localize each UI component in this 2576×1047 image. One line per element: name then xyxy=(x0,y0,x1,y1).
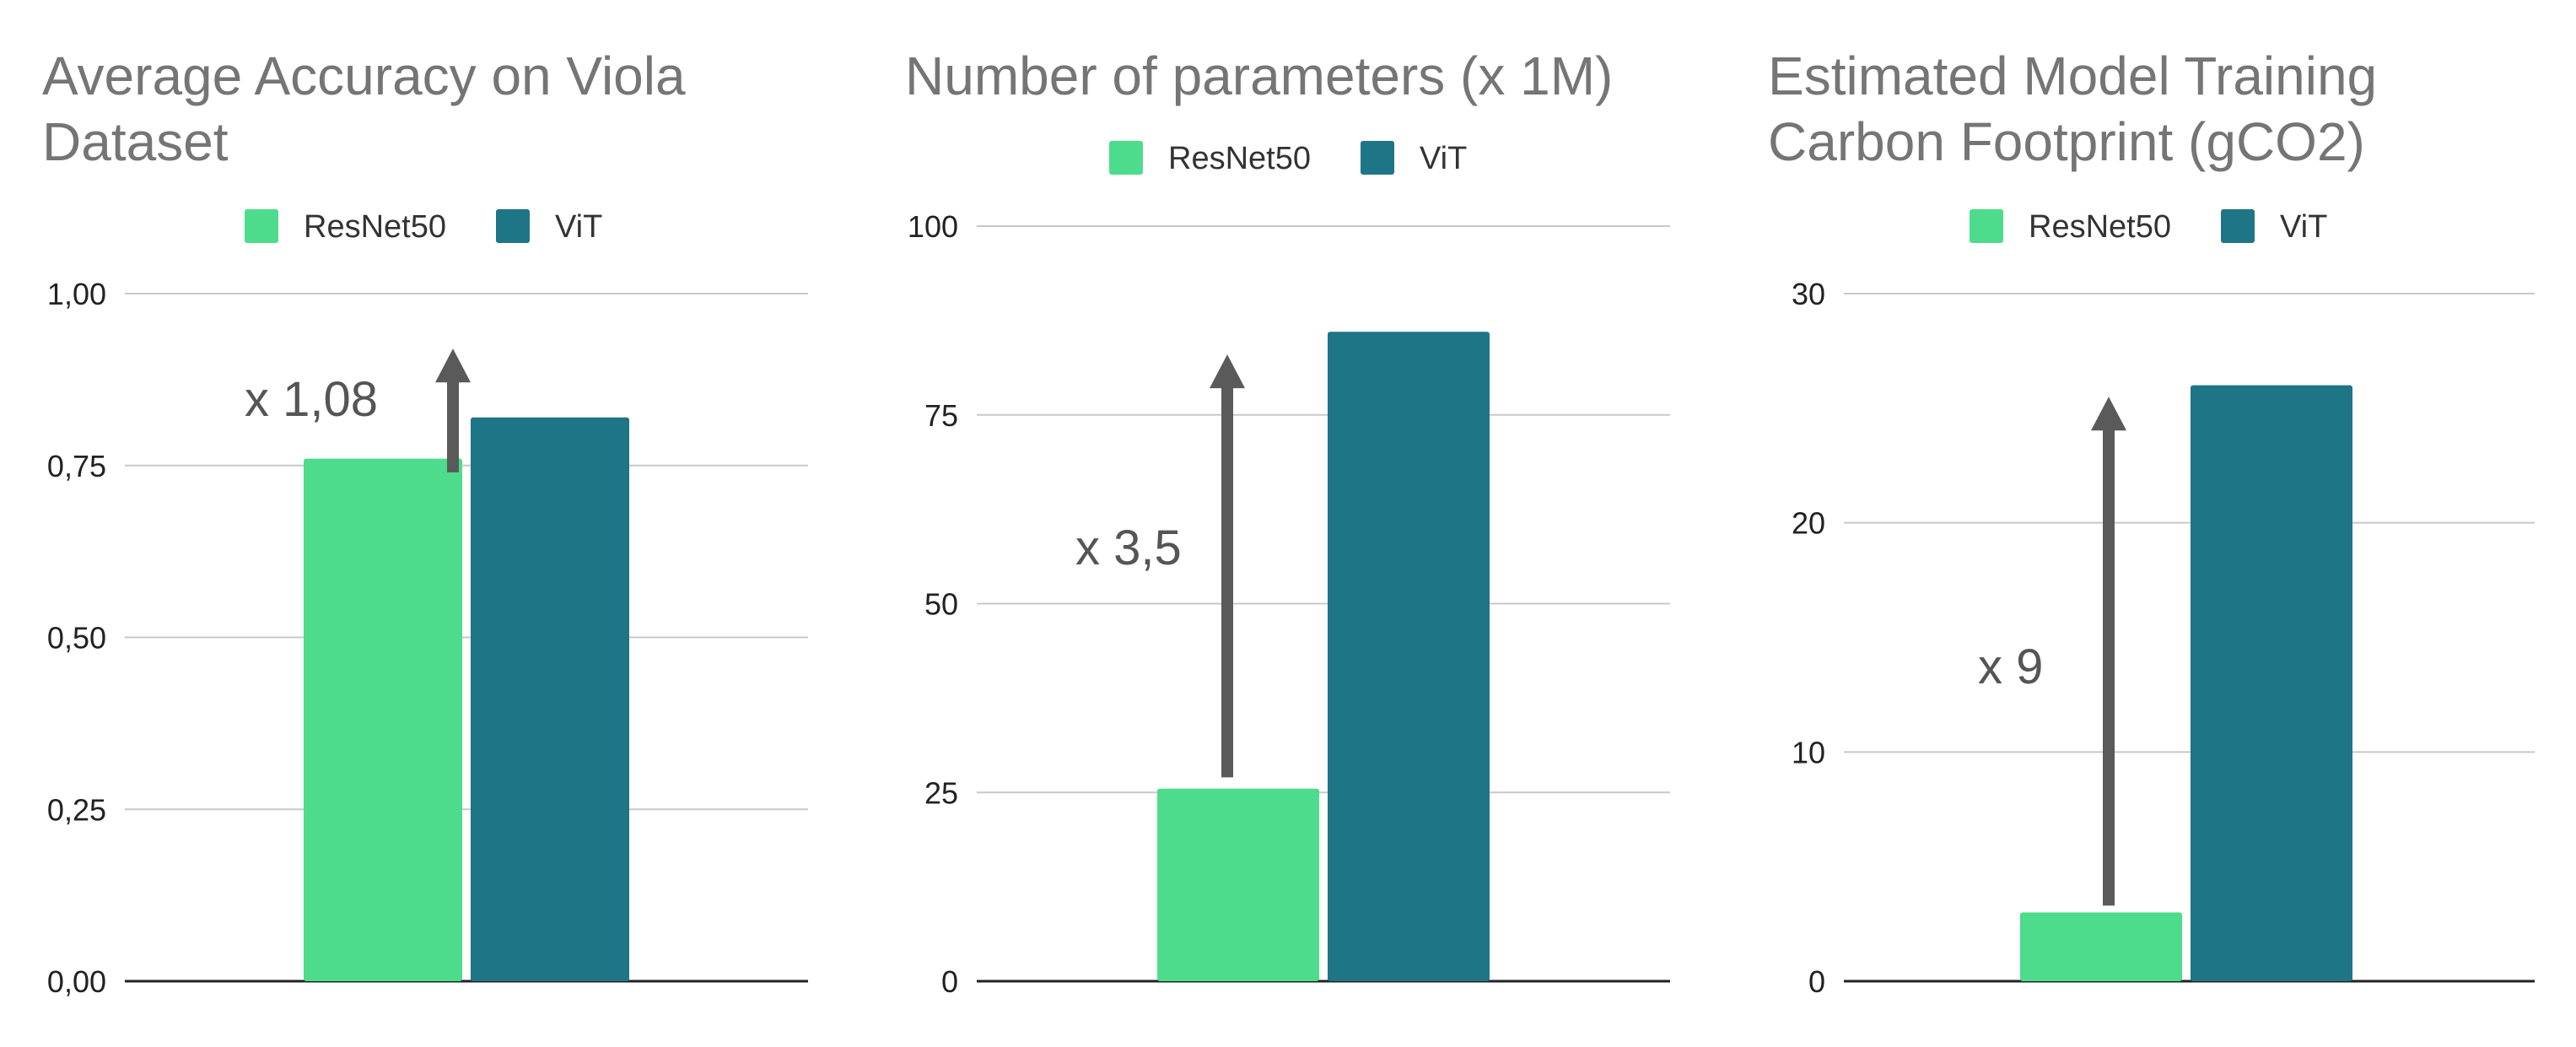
growth-arrow xyxy=(435,348,471,472)
bar-resnet50 xyxy=(1157,788,1319,981)
bar-vit xyxy=(1328,332,1490,981)
bar-vit xyxy=(471,417,629,981)
legend-swatch-resnet50 xyxy=(245,209,278,243)
y-tick-label: 0,25 xyxy=(47,792,106,827)
y-tick-label: 0,00 xyxy=(47,964,106,999)
chart-title: Dataset xyxy=(42,111,229,172)
chart-title: Carbon Footprint (gCO2) xyxy=(1768,111,2365,172)
bar-vit xyxy=(2191,385,2352,982)
legend-label: ViT xyxy=(1420,141,1467,176)
chart-title: Number of parameters (x 1M) xyxy=(905,46,1613,106)
y-tick-label: 30 xyxy=(1792,277,1825,311)
legend-label: ResNet50 xyxy=(2029,209,2171,245)
legend-swatch-resnet50 xyxy=(1109,141,1143,175)
legend-swatch-vit xyxy=(496,209,530,243)
chart-panel-2: Number of parameters (x 1M) ResNet50 ViT 0 2… xyxy=(905,46,1670,999)
legend-swatch-resnet50 xyxy=(1970,209,2003,243)
y-tick-label: 10 xyxy=(1792,735,1825,769)
arrow-head xyxy=(2091,397,2126,431)
y-tick-label: 0 xyxy=(941,964,958,999)
growth-arrow xyxy=(2091,397,2126,906)
arrow-head xyxy=(435,348,471,383)
arrow-head xyxy=(1210,354,1245,389)
y-tick-label: 0 xyxy=(1808,964,1825,999)
chart-title: Estimated Model Training xyxy=(1768,46,2377,106)
y-tick-label: 100 xyxy=(908,209,958,244)
y-tick-label: 75 xyxy=(924,398,958,433)
legend-label: ViT xyxy=(555,209,602,245)
legend-swatch-vit xyxy=(1361,141,1394,175)
y-tick-label: 0,50 xyxy=(47,621,106,656)
annotation-label: x 9 xyxy=(1978,640,2043,694)
legend-swatch-vit xyxy=(2221,209,2255,243)
legend-label: ResNet50 xyxy=(304,209,446,245)
annotation-label: x 1,08 xyxy=(245,372,378,427)
y-tick-label: 50 xyxy=(924,587,958,622)
chart-title: Average Accuracy on Viola xyxy=(42,46,686,106)
y-tick-label: 1,00 xyxy=(47,277,106,311)
annotation-label: x 3,5 xyxy=(1075,521,1182,575)
bar-resnet50 xyxy=(304,458,462,981)
bar-resnet50 xyxy=(2020,912,2182,981)
legend-label: ViT xyxy=(2280,209,2327,245)
legend-label: ResNet50 xyxy=(1168,141,1311,176)
growth-arrow xyxy=(1210,354,1245,778)
y-tick-label: 25 xyxy=(924,775,958,810)
y-tick-label: 0,75 xyxy=(47,449,106,483)
y-tick-label: 20 xyxy=(1792,506,1825,541)
